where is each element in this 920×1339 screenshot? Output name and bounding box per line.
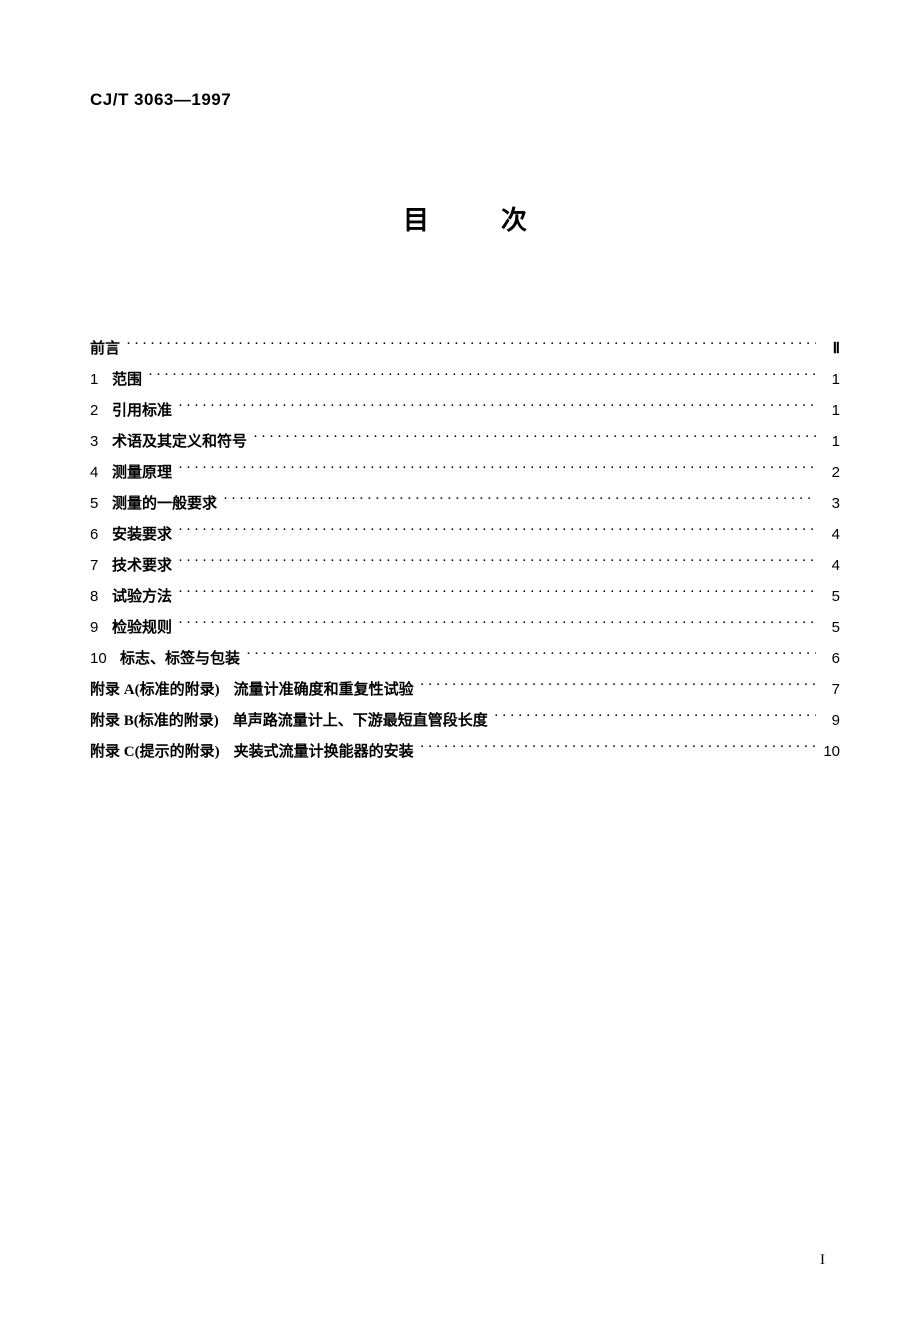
toc-appendix-desc: 流量计准确度和重复性试验 [234,678,414,699]
toc-leader [494,710,816,725]
toc-preface: 前言 Ⅱ [90,337,840,358]
toc-leader [178,524,816,539]
toc-label: 标志、标签与包装 [120,647,240,668]
toc-leader [246,648,816,663]
toc-item: 3 术语及其定义和符号 1 [90,430,840,451]
document-page: CJ/T 3063—1997 目次 前言 Ⅱ 1 范围 1 2 引用标准 1 3… [0,0,920,1339]
toc-number: 4 [90,464,112,481]
toc-number: 3 [90,433,112,450]
toc-page-number: 1 [822,402,840,419]
toc-leader [178,555,816,570]
toc-item: 4 测量原理 2 [90,461,840,482]
toc-leader [253,431,816,446]
toc-number: 1 [90,371,112,388]
footer-page-number: I [820,1252,825,1269]
toc-item: 9 检验规则 5 [90,616,840,637]
toc-leader [178,586,816,601]
toc-label: 范围 [112,368,142,389]
toc-page-number: 1 [822,433,840,450]
toc-page-number: 9 [822,712,840,729]
toc-page-number: Ⅱ [822,339,840,358]
toc-number: 6 [90,526,112,543]
toc-leader [178,462,816,477]
toc-page-number: 10 [822,743,840,760]
toc-appendix: 附录 A(标准的附录) 流量计准确度和重复性试验 7 [90,678,840,699]
toc-leader [420,741,816,756]
toc-appendix-desc: 夹装式流量计换能器的安装 [234,740,414,761]
document-id: CJ/T 3063—1997 [90,90,840,110]
toc-number: 9 [90,619,112,636]
toc-label: 前言 [90,337,120,358]
toc-appendix-tag: 附录 B(标准的附录) [90,709,219,730]
toc-label: 术语及其定义和符号 [112,430,247,451]
toc-page-number: 2 [822,464,840,481]
toc-item: 1 范围 1 [90,368,840,389]
toc-item: 5 测量的一般要求 3 [90,492,840,513]
toc-page-number: 5 [822,588,840,605]
toc-appendix-tag: 附录 C(提示的附录) [90,740,220,761]
toc-number: 7 [90,557,112,574]
toc-page-number: 1 [822,371,840,388]
toc-page-number: 4 [822,557,840,574]
toc-page-number: 3 [822,495,840,512]
toc-item: 2 引用标准 1 [90,399,840,420]
toc-appendix: 附录 C(提示的附录) 夹装式流量计换能器的安装 10 [90,740,840,761]
toc-label: 引用标准 [112,399,172,420]
toc-leader [223,493,816,508]
toc-appendix-desc: 单声路流量计上、下游最短直管段长度 [233,709,488,730]
toc-leader [178,617,816,632]
toc-leader [126,338,816,353]
toc-leader [178,400,816,415]
toc-item: 10 标志、标签与包装 6 [90,647,840,668]
toc-label: 测量原理 [112,461,172,482]
toc-label: 安装要求 [112,523,172,544]
toc-page-number: 7 [822,681,840,698]
toc-leader [420,679,816,694]
toc-page-number: 6 [822,650,840,667]
toc-leader [148,369,816,384]
toc-label: 试验方法 [112,585,172,606]
toc-label: 测量的一般要求 [112,492,217,513]
table-of-contents: 前言 Ⅱ 1 范围 1 2 引用标准 1 3 术语及其定义和符号 1 4 测量原… [90,337,840,761]
toc-item: 7 技术要求 4 [90,554,840,575]
toc-label: 检验规则 [112,616,172,637]
toc-number: 5 [90,495,112,512]
toc-number: 2 [90,402,112,419]
toc-item: 6 安装要求 4 [90,523,840,544]
toc-page-number: 5 [822,619,840,636]
toc-label: 技术要求 [112,554,172,575]
toc-appendix: 附录 B(标准的附录) 单声路流量计上、下游最短直管段长度 9 [90,709,840,730]
toc-page-number: 4 [822,526,840,543]
toc-item: 8 试验方法 5 [90,585,840,606]
toc-number: 10 [90,650,120,667]
page-title: 目次 [90,200,840,237]
toc-appendix-tag: 附录 A(标准的附录) [90,678,220,699]
toc-number: 8 [90,588,112,605]
